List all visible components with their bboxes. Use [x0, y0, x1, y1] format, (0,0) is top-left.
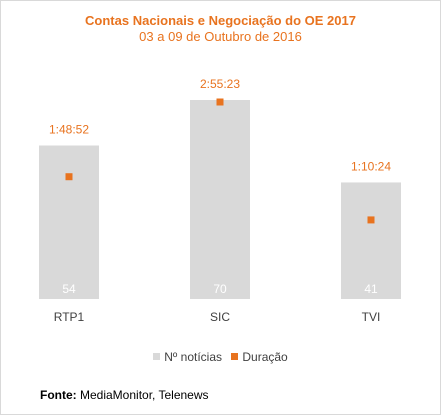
legend-label-count: Nº notícias [164, 350, 223, 364]
bar-value-label: 41 [364, 282, 378, 296]
chart-title: Contas Nacionais e Negociação do OE 2017 [85, 13, 356, 28]
legend-label-duration: Duração [242, 350, 288, 364]
x-tick-label: TVI [362, 310, 381, 324]
x-tick-label: SIC [210, 310, 230, 324]
chart-subtitle: 03 a 09 de Outubro de 2016 [139, 29, 302, 44]
duration-marker [65, 173, 73, 181]
duration-marker [216, 98, 224, 106]
legend-item-count: Nº notícias [153, 350, 222, 364]
bar-rtp1 [39, 145, 99, 299]
bar-tvi [341, 182, 401, 299]
source-text: MediaMonitor, Telenews [80, 388, 209, 402]
source-label: Fonte: [40, 388, 77, 402]
chart-legend: Nº notícias Duração [0, 350, 441, 364]
duration-label: 1:10:24 [351, 159, 391, 173]
bar-sic [190, 100, 250, 299]
legend-swatch-count [153, 353, 161, 360]
legend-swatch-duration [231, 353, 239, 360]
duration-marker [367, 216, 375, 224]
duration-label: 2:55:23 [200, 77, 240, 91]
duration-label: 1:48:52 [49, 122, 89, 136]
bar-value-label: 54 [62, 282, 76, 296]
source-note: Fonte: MediaMonitor, Telenews [40, 388, 209, 402]
legend-item-duration: Duração [231, 350, 288, 364]
bar-value-label: 70 [213, 282, 227, 296]
x-tick-label: RTP1 [54, 310, 85, 324]
